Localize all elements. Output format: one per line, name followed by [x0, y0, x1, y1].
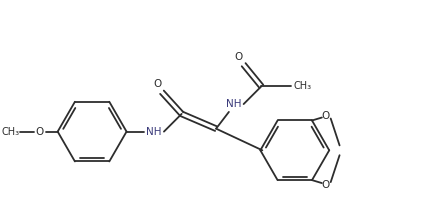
Text: O: O: [322, 180, 330, 190]
Text: NH: NH: [226, 99, 242, 109]
Text: O: O: [153, 79, 161, 89]
Text: O: O: [235, 52, 243, 62]
Text: CH₃: CH₃: [1, 127, 19, 137]
Text: O: O: [36, 127, 44, 137]
Text: CH₃: CH₃: [294, 81, 312, 91]
Text: NH: NH: [146, 127, 162, 137]
Text: O: O: [322, 111, 330, 121]
